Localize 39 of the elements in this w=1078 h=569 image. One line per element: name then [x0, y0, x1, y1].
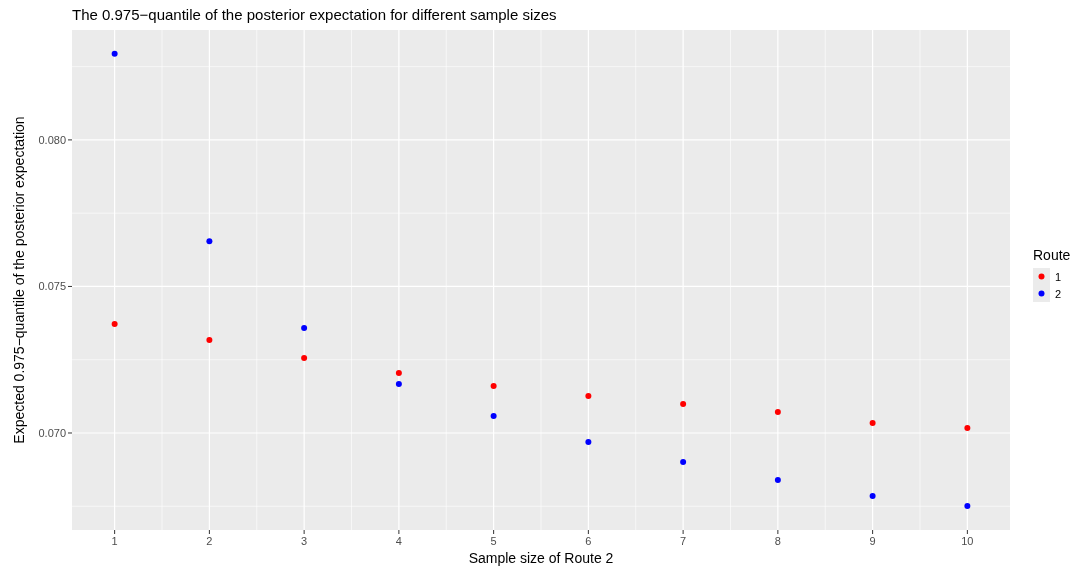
point [395, 369, 402, 376]
x-tick-label: 2 [206, 535, 213, 547]
point [585, 439, 592, 446]
x-tick-label: 9 [869, 535, 876, 547]
point [490, 383, 497, 390]
x-tick-label: 3 [301, 535, 308, 547]
point [869, 420, 876, 427]
point [964, 502, 971, 509]
y-tick-label: 0.070 [38, 426, 66, 439]
point [585, 393, 592, 400]
point [206, 337, 213, 344]
point [869, 493, 876, 499]
x-axis-title: Sample size of Route 2 [468, 550, 614, 566]
legend-title: Route [1033, 247, 1071, 263]
legend-label: 1 [1055, 271, 1062, 283]
point [964, 425, 971, 432]
point [490, 412, 497, 419]
point [111, 320, 118, 327]
x-tick-label: 10 [961, 535, 974, 547]
x-tick-label: 1 [111, 535, 118, 547]
y-tick-label: 0.080 [38, 133, 66, 146]
point [301, 325, 308, 332]
point [301, 354, 308, 361]
x-tick-label: 7 [680, 535, 687, 547]
point [395, 381, 402, 388]
y-axis-title: Expected 0.975−quantile of the posterior expectation [11, 116, 27, 444]
x-tick-label: 6 [585, 535, 592, 547]
point [680, 400, 687, 407]
x-tick-label: 4 [395, 535, 402, 547]
point [206, 238, 213, 245]
x-tick-label: 8 [774, 535, 781, 547]
point [680, 459, 687, 466]
point [111, 50, 118, 57]
legend-label: 2 [1055, 288, 1062, 300]
point [774, 408, 781, 415]
x-tick-label: 5 [490, 535, 497, 547]
chart-title: The 0.975−quantile of the posterior expectation for different sample sizes [72, 6, 557, 23]
y-tick-label: 0.075 [38, 280, 66, 293]
point [774, 476, 781, 483]
